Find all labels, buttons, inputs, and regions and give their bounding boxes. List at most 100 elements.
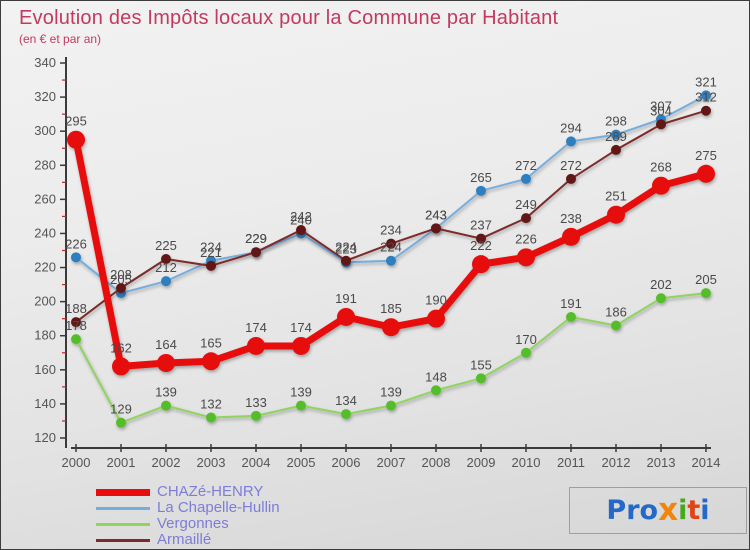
y-tick-label: 240 (34, 225, 56, 240)
logo-letter: i (700, 495, 710, 526)
data-point (116, 417, 126, 428)
data-point (611, 320, 621, 331)
value-label: 229 (245, 231, 267, 246)
data-point (206, 412, 216, 423)
y-tick-label: 280 (34, 157, 56, 172)
data-point (112, 357, 130, 376)
value-label: 226 (65, 236, 87, 251)
chart-subtitle: (en € et par an) (19, 32, 102, 46)
value-label: 139 (380, 385, 402, 400)
value-label: 162 (110, 340, 132, 355)
data-point (476, 185, 486, 196)
data-point (161, 254, 171, 265)
value-label: 185 (380, 301, 402, 316)
value-label: 224 (380, 240, 402, 255)
data-point (157, 354, 175, 372)
legend-label-la-chapelle-hullin: La Chapelle-Hullin (157, 499, 280, 516)
data-point (67, 130, 85, 149)
data-point (472, 255, 490, 274)
logo-letter: t (687, 495, 701, 526)
x-tick-label: 2004 (242, 455, 271, 470)
legend-swatch-vergonnes (96, 522, 150, 526)
legend-item-vergonnes: Vergonnes (96, 516, 280, 532)
value-label: 190 (425, 293, 447, 308)
value-label: 191 (335, 291, 357, 306)
data-point (656, 119, 666, 130)
chart-title: Evolution des Impôts locaux pour la Comm… (19, 7, 559, 29)
value-label: 224 (200, 240, 222, 255)
value-labels-3: 188 208 225 221 229 242 224 234 243 237 249 272 289 3… (65, 90, 717, 316)
y-tick-label: 180 (34, 328, 56, 343)
logo-letter: i (678, 495, 688, 526)
data-point (697, 164, 715, 183)
value-label: 148 (425, 369, 447, 384)
data-point (161, 276, 171, 287)
value-label: 289 (605, 129, 627, 144)
data-point (566, 311, 576, 322)
legend-swatch-chaze-henry (96, 488, 150, 496)
data-point (476, 373, 486, 384)
logo-letter: o (639, 495, 659, 526)
value-label: 272 (515, 158, 537, 173)
data-point (386, 255, 396, 266)
x-axis: 2000 2001 2002 2003 2004 2005 2006 2007 2008 2009… (62, 444, 721, 470)
value-label: 265 (470, 170, 492, 185)
value-label: 295 (65, 114, 87, 129)
value-label: 133 (245, 395, 267, 410)
legend-swatch-armaille (96, 538, 150, 542)
y-tick-label: 120 (34, 430, 56, 445)
data-point (517, 248, 535, 267)
x-tick-label: 2013 (647, 455, 676, 470)
y-tick-label: 140 (34, 396, 56, 411)
data-point (251, 410, 261, 421)
data-point (71, 334, 81, 345)
legend-label-chaze-henry: CHAZé-HENRY (157, 483, 264, 500)
x-tick-label: 2005 (287, 455, 316, 470)
data-point (341, 409, 351, 420)
data-point (251, 247, 261, 258)
value-label: 238 (560, 211, 582, 226)
line-chart: 120 140 160 180 200 220 240 260 280 300 320 340 2000… (34, 55, 721, 470)
value-label: 321 (695, 74, 717, 89)
y-tick-label: 160 (34, 362, 56, 377)
value-labels-2: 178 129 139 132 133 139 134 139 148 155 170 191 186 2… (65, 272, 717, 417)
data-point (71, 252, 81, 263)
logo-letter: x (658, 492, 679, 528)
logo-letter: r (626, 495, 640, 526)
data-point (701, 105, 711, 116)
value-label: 202 (650, 277, 672, 292)
x-tick-label: 2014 (692, 455, 721, 470)
data-point (611, 129, 621, 140)
data-point (382, 318, 400, 337)
series-0 (67, 130, 715, 376)
value-label: 191 (560, 296, 582, 311)
value-label: 186 (605, 305, 627, 320)
data-point (386, 238, 396, 249)
data-point (116, 283, 126, 293)
x-tick-label: 2007 (377, 455, 406, 470)
value-label: 205 (695, 272, 717, 287)
value-label: 205 (110, 272, 132, 287)
x-tick-label: 2000 (62, 455, 91, 470)
data-point (206, 260, 216, 271)
value-label: 275 (695, 148, 717, 163)
value-label: 139 (290, 385, 312, 400)
value-label: 237 (470, 218, 492, 233)
value-label: 223 (335, 241, 357, 256)
data-point (337, 307, 355, 326)
data-point (386, 400, 396, 411)
value-label: 155 (470, 357, 492, 372)
legend-item-chaze-henry: CHAZé-HENRY (96, 484, 280, 500)
value-label: 178 (65, 318, 87, 333)
x-tick-label: 2012 (602, 455, 631, 470)
x-tick-label: 2009 (467, 455, 496, 470)
value-label: 188 (65, 301, 87, 316)
value-label: 249 (515, 197, 537, 212)
legend-label-armaille: Armaillé (157, 531, 212, 548)
data-point (701, 288, 711, 299)
value-label: 229 (245, 231, 267, 246)
value-label: 225 (155, 238, 177, 253)
series-3 (71, 105, 711, 328)
data-point (431, 223, 441, 234)
